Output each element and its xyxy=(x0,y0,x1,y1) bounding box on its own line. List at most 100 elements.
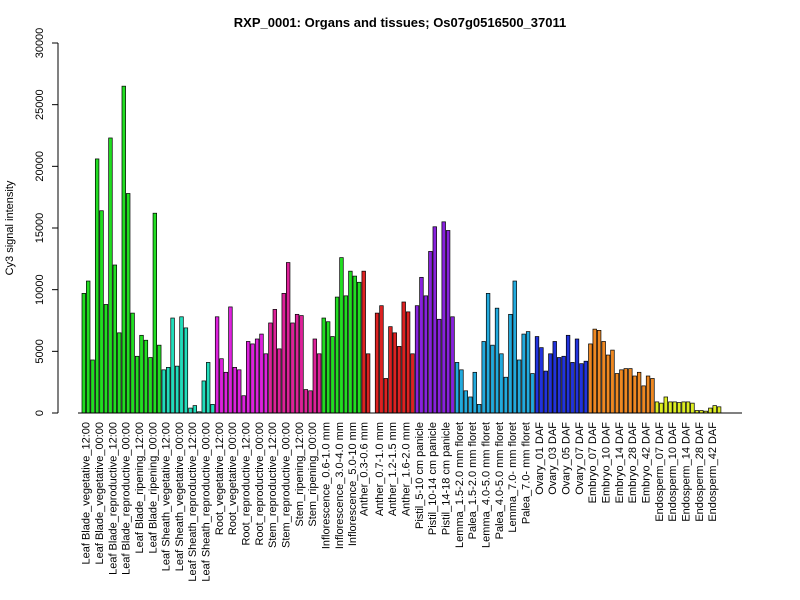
bar xyxy=(450,316,455,414)
bar xyxy=(246,341,251,414)
bar xyxy=(565,334,571,414)
bar xyxy=(579,363,584,414)
x-tick-label: Ovary_05 DAF xyxy=(560,422,572,495)
bar xyxy=(339,257,344,414)
y-tick-label: 15000 xyxy=(34,213,46,244)
y-axis: 0 5000 10000 15000 20000 25000 30000 xyxy=(34,28,59,416)
x-tick-label: Lemma_4.0-5.0 mm floret xyxy=(481,422,493,548)
x-tick-label: Stem_reproductive_12:00 xyxy=(267,422,279,548)
bar xyxy=(654,401,660,414)
x-tick-label: Leaf Blade_ripening_12:00 xyxy=(134,422,146,554)
x-tick-label: Endosperm_10 DAF xyxy=(667,422,679,522)
bar xyxy=(583,360,588,414)
bar xyxy=(503,376,508,414)
bar xyxy=(210,404,215,414)
bar xyxy=(334,296,340,414)
x-tick-label: Stem_reproductive_00:00 xyxy=(281,422,293,548)
x-tick-label: Leaf Blade_vegetative_00:00 xyxy=(94,422,106,565)
bar xyxy=(206,362,211,414)
x-tick-label: Stem_ripening_12:00 xyxy=(294,422,306,527)
x-tick-label: Leaf Blade_reproductive_00:00 xyxy=(121,422,133,575)
x-tick-label: Palea_1.5-2.0 mm floret xyxy=(467,422,479,539)
x-tick-label: Anther_1.2-1.5 mm xyxy=(387,422,399,516)
bar xyxy=(250,343,255,414)
y-tick-label: 10000 xyxy=(34,274,46,305)
bar xyxy=(441,221,446,414)
bar xyxy=(325,321,331,414)
x-tick-label: Inflorescence_5.0-10 mm xyxy=(347,422,359,546)
bar xyxy=(312,338,317,414)
bar xyxy=(708,407,713,414)
bar xyxy=(712,405,717,414)
bar xyxy=(152,212,158,414)
bar xyxy=(303,389,309,414)
bar xyxy=(148,357,153,414)
bar xyxy=(485,293,491,414)
bar xyxy=(228,306,233,414)
bar xyxy=(397,346,402,414)
bar xyxy=(636,371,642,414)
bar xyxy=(668,401,673,414)
bar xyxy=(272,309,277,414)
bar xyxy=(308,390,313,414)
x-tick-label: Leaf Blade_vegetative_12:00 xyxy=(81,422,93,565)
bar xyxy=(277,348,282,414)
bar xyxy=(690,402,695,414)
bar xyxy=(588,343,593,414)
bar xyxy=(170,317,175,414)
bar xyxy=(596,330,602,414)
bar xyxy=(117,332,122,414)
bar xyxy=(468,396,473,414)
bar xyxy=(112,264,118,414)
bar xyxy=(623,368,628,414)
bar xyxy=(534,336,540,414)
chart-title: RXP_0001: Organs and tissues; Os07g05165… xyxy=(234,15,566,30)
bar xyxy=(94,158,100,414)
bar xyxy=(383,378,389,414)
bar xyxy=(317,353,322,414)
bar xyxy=(477,404,482,414)
bar xyxy=(574,338,580,414)
bar xyxy=(605,354,611,414)
bar xyxy=(330,336,335,414)
bar xyxy=(619,369,624,414)
bar xyxy=(290,322,295,414)
bar xyxy=(423,295,428,414)
bar xyxy=(454,362,460,414)
bar xyxy=(81,293,86,414)
x-tick-label: Embryo_14 DAF xyxy=(614,422,626,504)
y-tick-label: 30000 xyxy=(34,28,46,59)
bar xyxy=(552,341,557,414)
bar xyxy=(428,251,433,414)
x-tick-label: Inflorescence_3.0-4.0 mm xyxy=(334,422,346,549)
x-tick-label: Leaf Sheath_reproductive_00:00 xyxy=(201,422,213,582)
bar xyxy=(161,369,166,414)
bar xyxy=(459,369,464,414)
x-tick-label: Leaf Sheath_vegetative_12:00 xyxy=(161,422,173,571)
bar xyxy=(539,347,544,414)
bar xyxy=(512,280,517,414)
x-tick-label: Palea_4.0-5.0 mm floret xyxy=(494,422,506,539)
bar xyxy=(121,85,126,414)
bar xyxy=(103,304,109,414)
bar xyxy=(126,193,131,414)
x-tick-label: Leaf Sheath_vegetative_00:00 xyxy=(174,422,186,571)
bar xyxy=(650,378,655,414)
bar xyxy=(130,312,135,414)
bar xyxy=(134,355,140,414)
bar xyxy=(108,137,113,414)
bar xyxy=(139,334,144,414)
bar xyxy=(499,353,504,414)
bar xyxy=(299,315,304,414)
bar xyxy=(401,301,406,414)
bar xyxy=(192,405,197,414)
x-tick-label: Ovary_07 DAF xyxy=(574,422,586,495)
x-tick-label: Leaf Blade_reproductive_12:00 xyxy=(107,422,119,575)
x-tick-label: Embryo_07 DAF xyxy=(587,422,599,504)
x-tick-label: Root_reproductive_12:00 xyxy=(241,422,253,546)
bar xyxy=(548,353,553,414)
bar xyxy=(223,371,229,414)
bar xyxy=(232,367,237,414)
bar xyxy=(508,313,513,414)
bar xyxy=(561,355,566,414)
